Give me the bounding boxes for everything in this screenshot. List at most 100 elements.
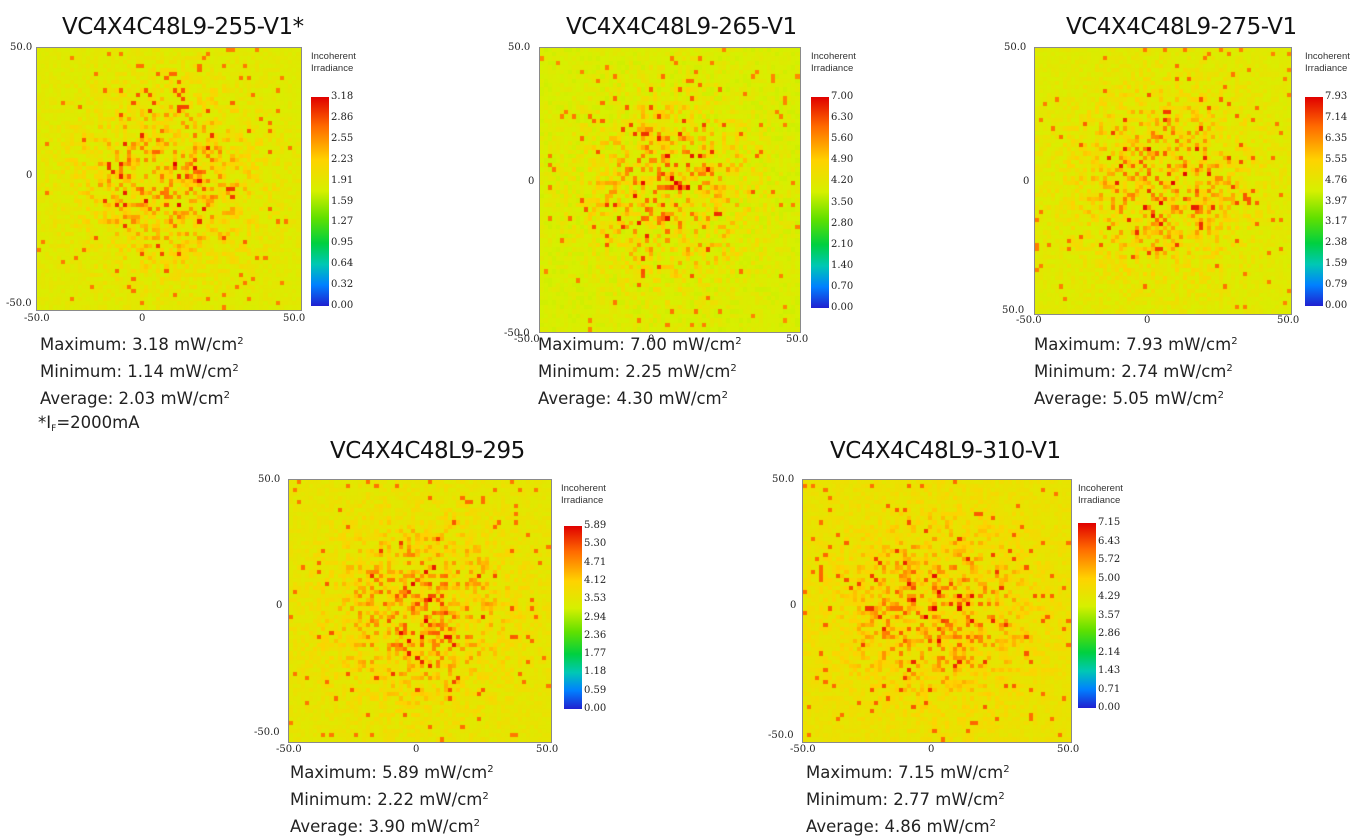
y-tick-mid: 0 xyxy=(276,600,283,611)
colorbar-tick-label: 7.00 xyxy=(831,91,854,102)
x-tick-left: -50.0 xyxy=(24,313,50,324)
colorbar-tick-label: 4.71 xyxy=(584,556,607,568)
x-tick-right: 50.0 xyxy=(786,334,809,345)
x-tick-left: -50.0 xyxy=(790,744,816,755)
colorbar-tick-label: 0.00 xyxy=(331,300,354,311)
colorbar-tick-label: 2.86 xyxy=(1098,628,1121,639)
stat-maximum: Maximum: 7.00 mW/cm2 xyxy=(538,335,742,354)
colorbar xyxy=(1305,97,1323,306)
colorbar-tick-label: 5.89 xyxy=(584,520,607,531)
irradiance-map xyxy=(288,479,552,743)
x-tick-mid: 0 xyxy=(413,744,420,755)
colorbar-tick-label: 7.15 xyxy=(1098,517,1121,528)
chart-panel-3: VC4X4C48L9-275-V1 50.0 0 50.0 -50.0 0 50… xyxy=(994,0,1367,420)
stat-minimum: Minimum: 2.22 mW/cm2 xyxy=(290,790,489,809)
stats-block: Maximum: 7.93 mW/cm2 Minimum: 2.74 mW/cm… xyxy=(1034,330,1238,411)
colorbar-tick-label: 0.00 xyxy=(584,703,607,714)
colorbar-tick-label: 3.18 xyxy=(331,91,354,102)
y-tick-mid: 0 xyxy=(528,176,535,187)
chart-title: VC4X4C48L9-275-V1 xyxy=(1066,14,1297,40)
colorbar xyxy=(1078,523,1096,708)
colorbar-title: Incoherent Irradiance xyxy=(561,483,606,506)
colorbar-tick-label: 1.40 xyxy=(831,259,854,271)
forward-current-note: *IF=2000mA xyxy=(38,413,140,434)
y-tick-bottom: -50.0 xyxy=(768,730,794,741)
x-tick-left: -50.0 xyxy=(1016,315,1042,326)
stats-block: Maximum: 7.15 mW/cm2 Minimum: 2.77 mW/cm… xyxy=(806,758,1010,839)
colorbar-tick-label: 2.86 xyxy=(331,111,354,123)
y-tick-bottom: -50.0 xyxy=(6,298,32,309)
colorbar-tick-label: 4.76 xyxy=(1325,174,1348,186)
irradiance-map xyxy=(1034,47,1292,315)
chart-title: VC4X4C48L9-295 xyxy=(330,438,525,464)
stat-minimum: Minimum: 2.25 mW/cm2 xyxy=(538,362,737,381)
stats-block: Maximum: 5.89 mW/cm2 Minimum: 2.22 mW/cm… xyxy=(290,758,494,839)
colorbar-tick-label: 0.00 xyxy=(831,302,854,313)
colorbar-tick-label: 0.64 xyxy=(331,258,354,270)
colorbar-tick-label: 5.30 xyxy=(584,538,607,550)
y-tick-bottom: -50.0 xyxy=(254,727,280,738)
colorbar-tick-label: 0.32 xyxy=(331,279,354,291)
colorbar-tick-label: 2.94 xyxy=(584,611,607,623)
chart-panel-5: VC4X4C48L9-310-V1 50.0 0 -50.0 -50.0 0 5… xyxy=(762,432,1162,840)
colorbar-tick-label: 2.38 xyxy=(1325,237,1348,249)
stat-average: Average: 3.90 mW/cm2 xyxy=(290,817,481,836)
y-tick-bottom: -50.0 xyxy=(504,328,530,339)
colorbar-tick-label: 3.50 xyxy=(831,196,854,208)
colorbar-tick-label: 2.14 xyxy=(1098,646,1121,658)
stat-minimum: Minimum: 1.14 mW/cm2 xyxy=(40,362,239,381)
colorbar-tick-label: 4.90 xyxy=(831,154,854,166)
colorbar-tick-label: 7.93 xyxy=(1325,91,1348,102)
colorbar-tick-label: 0.70 xyxy=(831,280,854,292)
stat-minimum: Minimum: 2.74 mW/cm2 xyxy=(1034,362,1233,381)
colorbar-tick-label: 1.91 xyxy=(331,174,354,186)
y-tick-top: 50.0 xyxy=(772,474,795,485)
colorbar-tick-label: 4.29 xyxy=(1098,591,1121,602)
colorbar-tick-label: 0.00 xyxy=(1325,300,1348,311)
chart-panel-2: VC4X4C48L9-265-V1 50.0 0 -50.0 -50.0 0 5… xyxy=(498,0,878,420)
colorbar-tick-label: 0.79 xyxy=(1325,279,1348,291)
stat-maximum: Maximum: 7.93 mW/cm2 xyxy=(1034,335,1238,354)
chart-panel-4: VC4X4C48L9-295 50.0 0 -50.0 -50.0 0 50.0… xyxy=(248,432,628,840)
colorbar-title: Incoherent Irradiance xyxy=(811,51,856,74)
stat-maximum: Maximum: 3.18 mW/cm2 xyxy=(40,335,244,354)
y-tick-top: 50.0 xyxy=(508,42,531,53)
irradiance-map xyxy=(539,47,801,333)
colorbar-tick-label: 7.14 xyxy=(1325,111,1348,123)
colorbar-tick-label: 5.00 xyxy=(1098,572,1121,584)
colorbar-tick-label: 1.18 xyxy=(584,666,607,678)
colorbar-tick-label: 3.97 xyxy=(1325,195,1348,207)
colorbar xyxy=(811,97,829,308)
colorbar-tick-label: 5.55 xyxy=(1325,153,1348,165)
y-tick-mid: 0 xyxy=(26,170,33,181)
colorbar-tick-label: 1.77 xyxy=(584,648,607,660)
stat-maximum: Maximum: 7.15 mW/cm2 xyxy=(806,763,1010,782)
y-tick-bottom: 50.0 xyxy=(1002,305,1025,316)
colorbar-tick-label: 2.10 xyxy=(831,238,854,250)
chart-panel-1: VC4X4C48L9-255-V1* 50.0 0 -50.0 -50.0 0 … xyxy=(0,0,356,441)
colorbar xyxy=(311,97,329,306)
x-tick-right: 50.0 xyxy=(283,313,306,324)
stats-block: Maximum: 3.18 mW/cm2 Minimum: 1.14 mW/cm… xyxy=(38,330,244,441)
colorbar-tick-label: 3.17 xyxy=(1325,216,1348,228)
colorbar-tick-label: 2.80 xyxy=(831,217,854,229)
colorbar-tick-label: 0.00 xyxy=(1098,702,1121,713)
colorbar-title: Incoherent Irradiance xyxy=(1078,483,1123,506)
colorbar-tick-label: 0.59 xyxy=(584,684,607,696)
colorbar-tick-label: 0.95 xyxy=(331,237,354,249)
colorbar-tick-label: 1.59 xyxy=(331,195,354,207)
stat-average: Average: 4.86 mW/cm2 xyxy=(806,817,997,836)
colorbar-tick-label: 1.59 xyxy=(1325,258,1348,270)
colorbar-title: Incoherent Irradiance xyxy=(311,51,356,74)
colorbar-tick-label: 4.12 xyxy=(584,574,607,586)
irradiance-map xyxy=(36,47,302,311)
x-tick-mid: 0 xyxy=(928,744,935,755)
chart-title: VC4X4C48L9-310-V1 xyxy=(830,438,1061,464)
stat-average: Average: 2.03 mW/cm2 xyxy=(40,389,231,408)
colorbar-tick-label: 2.55 xyxy=(331,132,354,144)
stat-average: Average: 5.05 mW/cm2 xyxy=(1034,389,1225,408)
y-tick-mid: 0 xyxy=(1023,176,1030,187)
colorbar-title: Incoherent Irradiance xyxy=(1305,51,1350,74)
y-tick-top: 50.0 xyxy=(258,474,281,485)
colorbar-tick-label: 6.43 xyxy=(1098,535,1121,547)
